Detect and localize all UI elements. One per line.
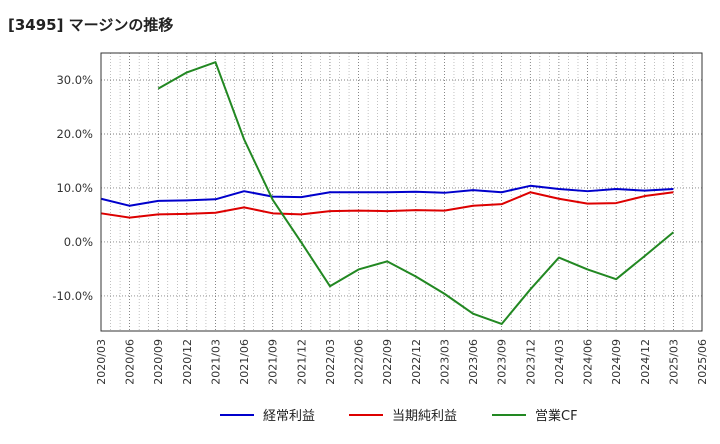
legend-label-3: 営業CF [535, 408, 578, 424]
y-tick-label: 30.0% [56, 73, 93, 87]
x-tick-label: 2023/06 [467, 339, 480, 385]
x-tick-label: 2020/03 [95, 339, 108, 385]
y-tick-label: 0.0% [64, 235, 93, 249]
legend-label-1: 経常利益 [263, 409, 315, 424]
series-line-2 [100, 191, 674, 219]
x-tick-label: 2020/06 [124, 339, 137, 385]
x-tick-label: 2021/06 [238, 339, 251, 385]
x-tick-label: 2020/12 [181, 339, 194, 385]
x-tick-label: 2024/12 [639, 339, 652, 385]
x-tick-label: 2024/06 [582, 339, 595, 385]
series-line-3 [157, 61, 675, 325]
legend-label-2: 当期純利益 [392, 409, 457, 424]
x-tick-label: 2025/06 [696, 339, 709, 385]
plot-frame [100, 52, 703, 332]
x-tick-label: 2020/09 [152, 339, 165, 385]
y-tick-label: 20.0% [56, 127, 93, 141]
x-tick-label: 2022/06 [353, 339, 366, 385]
x-tick-label: 2021/09 [267, 339, 280, 385]
x-tick-label: 2023/12 [524, 339, 537, 385]
x-tick-label: 2024/09 [610, 339, 623, 385]
x-tick-label: 2022/12 [410, 339, 423, 385]
x-tick-label: 2023/03 [438, 339, 451, 385]
x-tick-label: 2022/03 [324, 339, 337, 385]
x-tick-label: 2021/12 [295, 339, 308, 385]
x-tick-label: 2024/03 [553, 339, 566, 385]
series-line-1 [100, 184, 674, 207]
x-tick-label: 2022/09 [381, 339, 394, 385]
x-tick-label: 2021/03 [209, 339, 222, 385]
y-tick-label: 10.0% [56, 181, 93, 195]
chart-title: [3495] マージンの推移 [8, 16, 174, 34]
x-tick-label: 2025/03 [667, 339, 680, 385]
y-tick-label: -10.0% [52, 289, 93, 303]
x-tick-label: 2023/09 [496, 339, 509, 385]
